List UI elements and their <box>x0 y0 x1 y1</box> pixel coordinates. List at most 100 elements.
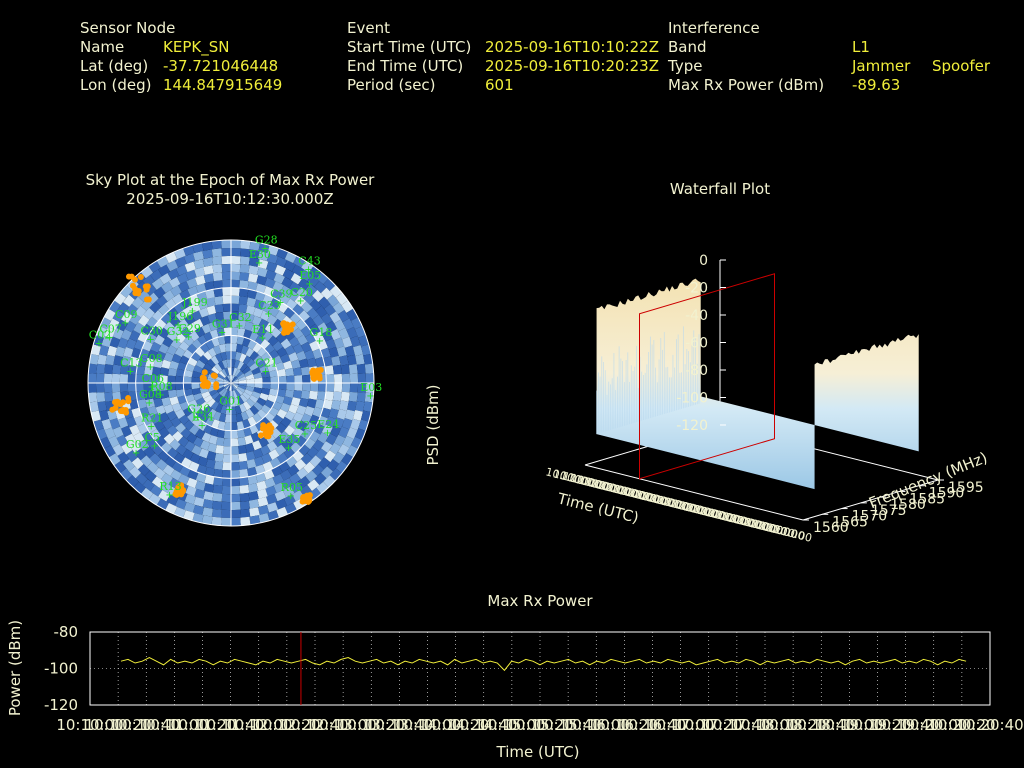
sky-tile <box>231 406 237 415</box>
sky-tile <box>239 280 249 290</box>
sky-tile <box>316 391 326 401</box>
sky-tile <box>231 509 241 519</box>
sky-tile <box>245 442 255 453</box>
sky-tile <box>234 397 241 407</box>
sky-tile <box>282 360 293 370</box>
sky-tile <box>245 451 256 461</box>
sky-tile <box>333 417 345 429</box>
interference-point <box>143 296 150 303</box>
sky-tile <box>201 241 213 251</box>
sky-tile <box>238 452 248 463</box>
sensor-heading: Sensor Node <box>80 19 176 37</box>
sky-tile <box>339 400 349 411</box>
sky-tile <box>363 401 373 413</box>
sky-tile <box>295 435 308 448</box>
sky-tile <box>194 275 206 286</box>
sky-tile <box>221 485 231 495</box>
sky-tile <box>211 391 220 400</box>
sensor-lon-value: 144.847915649 <box>163 76 283 94</box>
interference-point <box>199 376 206 383</box>
sky-tile <box>127 373 137 383</box>
sky-tile <box>99 410 110 422</box>
sky-tile <box>247 273 259 283</box>
sky-tile <box>253 372 263 379</box>
sky-tile <box>158 343 170 354</box>
sky-tile <box>231 462 240 471</box>
sky-tile <box>178 340 190 352</box>
satellite-marker: + <box>235 321 243 332</box>
sky-tile <box>304 349 315 360</box>
sky-tile <box>283 306 296 319</box>
sky-tile <box>249 424 259 435</box>
sky-tile <box>245 386 255 393</box>
sky-tile <box>341 373 351 383</box>
z-tick-label: -80 <box>685 363 708 379</box>
sky-background-tiles <box>88 240 374 526</box>
sky-tile <box>286 383 295 391</box>
sky-tile <box>202 350 213 361</box>
sky-tile <box>163 321 175 333</box>
sky-tile <box>131 457 144 470</box>
sky-tile <box>191 444 202 456</box>
sky-tile <box>296 405 307 416</box>
sky-tile <box>208 321 218 332</box>
interference-point <box>172 491 179 498</box>
sky-tile <box>324 303 337 316</box>
sky-tile <box>203 483 215 493</box>
satellite-label: E35 <box>278 433 300 446</box>
sky-tile <box>120 328 132 341</box>
sky-tile <box>173 452 185 465</box>
sky-tile <box>166 329 178 341</box>
satellite-label: R21 <box>141 412 163 425</box>
power-xtick-label: 10:10:20 <box>84 716 151 734</box>
sky-tile <box>161 359 172 369</box>
sky-tile <box>171 402 182 413</box>
sky-tile <box>261 453 273 464</box>
sky-tile <box>268 449 280 461</box>
sky-tile <box>318 296 331 309</box>
sky-tile <box>231 335 238 344</box>
sky-tile <box>201 515 213 525</box>
z-tick-label: -60 <box>685 336 708 352</box>
event-end-label: End Time (UTC) <box>347 57 464 75</box>
sky-tile <box>227 383 231 391</box>
power-xtick-label: 10:20:20 <box>928 716 995 734</box>
sky-tile <box>103 373 113 383</box>
sky-tile <box>235 351 242 361</box>
sky-tile <box>189 453 201 464</box>
sky-tile <box>169 396 180 406</box>
sky-tile <box>256 275 268 286</box>
sky-tile <box>218 413 227 423</box>
sky-tile <box>159 383 168 392</box>
z-tick-label: -120 <box>676 418 708 434</box>
sky-tile <box>275 395 285 405</box>
sky-tile <box>316 272 329 285</box>
sky-tile <box>153 397 163 408</box>
sky-tile <box>297 334 309 346</box>
power-xtick-label: 10:16:20 <box>591 716 658 734</box>
sky-tile <box>253 387 263 394</box>
satellite-label: C20 <box>290 286 312 299</box>
sky-tile <box>324 450 337 463</box>
sky-tile <box>249 249 260 259</box>
sky-tile <box>227 375 231 383</box>
sky-tile <box>275 332 287 344</box>
sky-tile <box>291 489 305 502</box>
sky-tile <box>175 383 184 391</box>
sky-tile <box>248 265 259 275</box>
sky-tile <box>278 430 291 443</box>
sky-tile <box>316 481 329 494</box>
sky-tile <box>287 464 300 477</box>
interference-point <box>210 372 217 379</box>
sky-tile <box>364 392 374 403</box>
sky-tile <box>221 517 231 526</box>
sky-tile <box>180 327 192 339</box>
sky-tile <box>225 351 231 360</box>
sky-tile <box>186 477 198 489</box>
power-xtick-label: 10:18:00 <box>731 716 798 734</box>
sky-tile <box>134 448 147 461</box>
sky-tile <box>260 310 271 322</box>
sky-tile <box>231 383 239 387</box>
sky-tile <box>206 305 217 315</box>
sky-tile <box>272 340 284 352</box>
